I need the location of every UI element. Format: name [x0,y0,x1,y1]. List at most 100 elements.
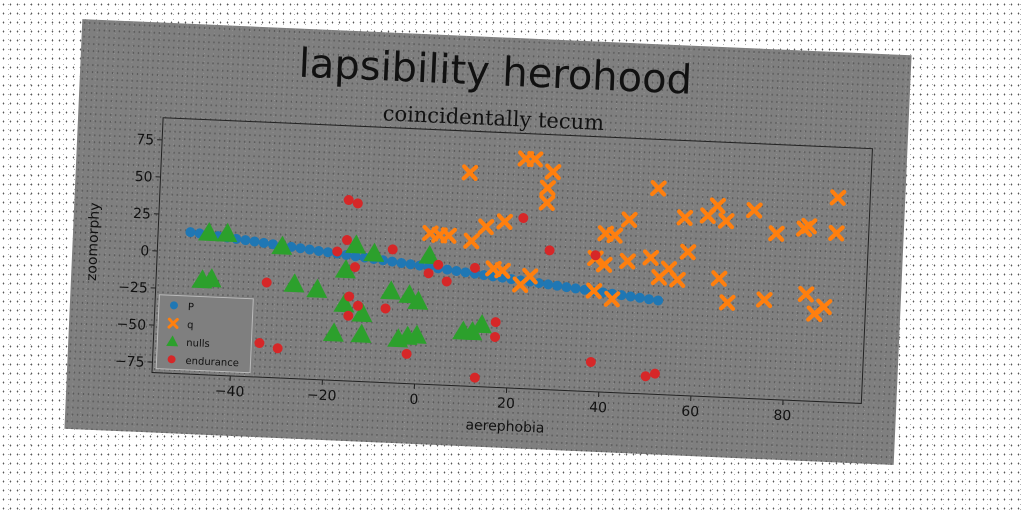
axis-layer: −40 −20 0 20 40 60 80 −75 −50 −25 0 25 50 75 [115,132,792,425]
x-tick-label: −20 [307,387,337,404]
point-nulls [405,324,427,344]
point-q [710,270,728,287]
point-P [561,282,572,293]
point-nulls [200,268,222,288]
point-endurance [585,356,596,367]
point-q [538,194,556,212]
x-axis-label: aerephobia [465,417,545,436]
point-P [579,284,590,295]
legend-label-endurance: endurance [185,356,239,369]
y-tick-label: −25 [118,279,148,296]
y-tick-label: 25 [133,206,152,223]
legend-marker-endurance [167,355,176,364]
point-q [815,298,833,316]
legend: P q nulls endurance [155,294,254,374]
point-P [295,243,306,254]
point-nulls [306,278,328,299]
point-P [634,292,645,303]
point-q [650,179,667,197]
point-endurance [401,348,412,359]
point-q [544,163,562,181]
point-q [800,217,818,235]
chart-subtitle: coincidentally tecum [382,101,604,135]
point-q [496,213,514,231]
x-tick-label: −40 [214,383,244,400]
plot-area [151,117,873,404]
chart-title: lapsibility herohood [298,41,693,104]
point-P [267,239,278,250]
series-endurance [254,195,660,383]
point-nulls [363,242,385,262]
point-nulls [351,302,373,323]
point-endurance [518,213,529,224]
point-P [313,245,324,256]
point-q [797,285,815,303]
point-P [405,259,416,270]
point-endurance [332,246,343,257]
point-q [440,227,458,244]
point-endurance [544,245,555,256]
point-q [595,256,613,273]
point-q [619,252,636,270]
y-tick-label: 0 [140,243,150,259]
point-P [451,266,462,277]
point-q [539,179,557,197]
point-endurance [344,291,355,302]
point-nulls [418,244,440,265]
point-q [829,189,847,206]
y-axis-label: zoomorphy [84,202,103,281]
point-q [746,201,763,219]
x-tick-label: 0 [409,392,419,408]
point-q [512,276,529,294]
point-q [642,249,660,267]
point-q [621,211,638,229]
data-layer [185,150,847,383]
point-nulls [470,314,492,334]
x-tick-label: 20 [497,396,516,413]
point-P [625,291,636,302]
point-nulls [407,290,429,310]
point-P [460,267,471,278]
point-P [552,280,563,291]
x-tick-label: 60 [681,404,700,421]
point-P [543,279,554,290]
point-q [526,150,544,168]
legend-marker-nulls [166,335,179,347]
point-endurance [380,303,391,314]
point-nulls [216,222,238,243]
point-q [603,290,621,308]
legend-markers [166,301,179,364]
legend-marker-q [167,317,179,330]
point-endurance [433,259,444,270]
point-endurance [423,268,434,279]
point-endurance [343,310,354,321]
point-P [249,236,260,247]
legend-label-p: P [188,302,195,313]
point-nulls [198,221,219,242]
x-tick-label: 40 [589,400,608,417]
legend-label-q: q [187,320,194,331]
point-endurance [350,262,361,273]
point-P [570,283,581,294]
series-q [421,150,847,323]
point-nulls [333,293,355,313]
y-tick-label: −50 [116,316,146,333]
y-tick-label: 50 [134,169,153,186]
point-q [676,209,694,227]
point-P [304,244,315,255]
y-tick-label: −75 [115,353,145,370]
x-tick-label: 80 [773,408,792,425]
point-q [699,207,717,225]
point-endurance [341,235,352,246]
point-P [396,258,407,269]
point-P [387,256,398,267]
point-q [494,262,511,279]
point-q [828,224,845,242]
point-q [669,271,686,289]
point-q [718,294,736,311]
point-nulls [380,280,402,300]
point-endurance [469,262,480,273]
point-endurance [387,244,398,255]
point-q [768,225,785,242]
point-P [442,264,453,275]
